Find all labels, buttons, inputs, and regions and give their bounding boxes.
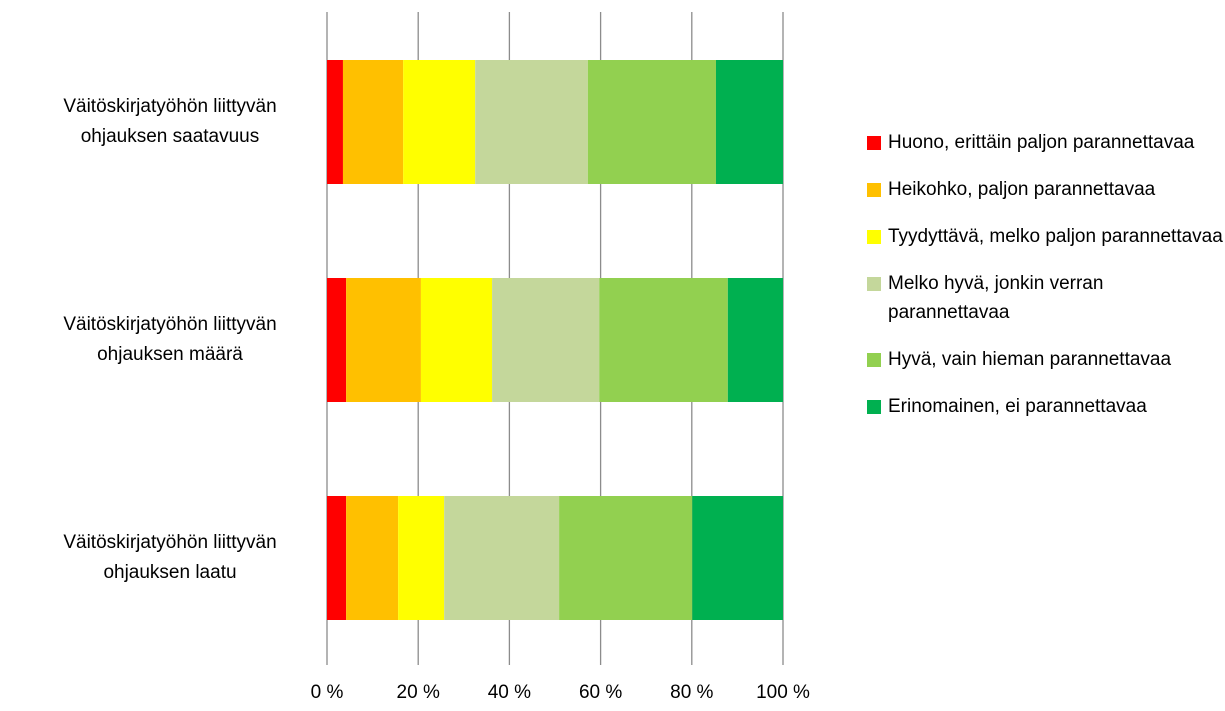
legend-item: Tyydyttävä, melko paljon parannettavaa xyxy=(867,222,1225,251)
x-tick-label: 0 % xyxy=(311,682,344,703)
x-tick-label: 60 % xyxy=(579,682,622,703)
bar-segment xyxy=(475,60,588,184)
bar-segment xyxy=(599,278,728,402)
bar-segment xyxy=(327,278,347,402)
legend-label: Tyydyttävä, melko paljon parannettavaa xyxy=(888,226,1223,247)
bar-segment xyxy=(559,496,693,620)
bar-segment xyxy=(346,278,421,402)
bar-segment xyxy=(692,496,783,620)
legend-swatch xyxy=(867,353,881,367)
legend-label: Erinomainen, ei parannettavaa xyxy=(888,396,1147,417)
x-tick-label: 40 % xyxy=(488,682,531,703)
legend-label: Heikohko, paljon parannettavaa xyxy=(888,179,1156,200)
legend-item: Erinomainen, ei parannettavaa xyxy=(867,392,1225,421)
legend-swatch xyxy=(867,183,881,197)
bar-segment xyxy=(715,60,783,184)
x-tick-label: 100 % xyxy=(756,682,810,703)
x-tick-label: 80 % xyxy=(670,682,713,703)
legend-item: Heikohko, paljon parannettavaa xyxy=(867,175,1225,204)
legend-label: Huono, erittäin paljon parannettavaa xyxy=(888,132,1195,153)
legend-swatch xyxy=(867,230,881,244)
bar-segment xyxy=(327,496,347,620)
legend-swatch xyxy=(867,277,881,291)
bar-segment xyxy=(727,278,783,402)
bar-segment xyxy=(342,60,404,184)
category-label: Väitöskirjatyöhön liittyvän ohjauksen la… xyxy=(63,532,277,583)
legend-item: Huono, erittäin paljon parannettavaa xyxy=(867,128,1225,157)
bar-segment xyxy=(327,60,343,184)
bar-segment xyxy=(403,60,476,184)
bar-segment xyxy=(346,496,399,620)
legend-label: Melko hyvä, jonkin verran parannettavaa xyxy=(888,273,1104,323)
legend-item: Melko hyvä, jonkin verran parannettavaa xyxy=(867,269,1225,327)
category-label: Väitöskirjatyöhön liittyvän ohjauksen sa… xyxy=(63,96,277,147)
bar-segment xyxy=(420,278,493,402)
legend-item: Hyvä, vain hieman parannettavaa xyxy=(867,345,1225,374)
x-tick-label: 20 % xyxy=(397,682,440,703)
bar-segment xyxy=(587,60,716,184)
legend-swatch xyxy=(867,136,881,150)
legend-swatch xyxy=(867,400,881,414)
bar-segment xyxy=(398,496,445,620)
bar-segment xyxy=(444,496,560,620)
bar-segment xyxy=(492,278,600,402)
legend-label: Hyvä, vain hieman parannettavaa xyxy=(888,349,1172,370)
legend: Huono, erittäin paljon parannettavaa Heik… xyxy=(867,128,1225,421)
category-label: Väitöskirjatyöhön liittyvän ohjauksen mä… xyxy=(63,314,277,365)
